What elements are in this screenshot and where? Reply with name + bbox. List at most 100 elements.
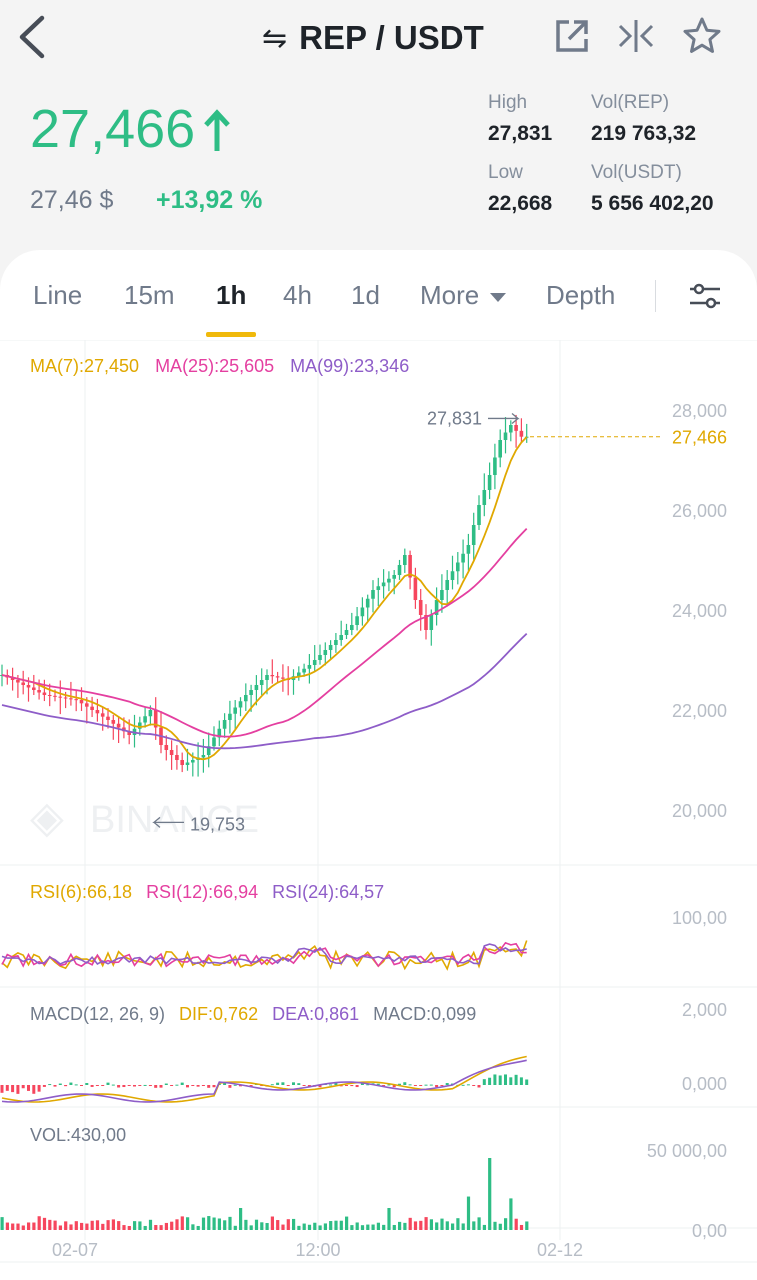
x-tick-label: 02-07 xyxy=(52,1240,98,1260)
candle-body xyxy=(519,430,524,437)
volume-bar xyxy=(525,1221,529,1230)
binance-logo-icon: ◈ xyxy=(30,793,64,842)
volume-bar xyxy=(270,1216,274,1230)
volume-bar xyxy=(376,1222,380,1230)
volume-bar xyxy=(164,1222,168,1230)
macd-bar xyxy=(477,1085,481,1088)
tab-1d[interactable]: 1d xyxy=(351,280,380,310)
macd-line-0 xyxy=(1,1055,527,1103)
vol-quote-label: Vol(USDT) xyxy=(591,162,682,183)
macd-legend-1: DIF:0,762 xyxy=(179,1004,258,1024)
pair-selector[interactable]: ⇋ REP / USDT xyxy=(262,16,484,60)
macd-bar xyxy=(292,1082,295,1085)
macd-bar xyxy=(504,1074,507,1085)
candle-body xyxy=(100,713,105,717)
volume-bar xyxy=(95,1220,100,1230)
candle-body xyxy=(413,577,418,600)
tab-4h[interactable]: 4h xyxy=(283,280,312,310)
top-bar: ⇋ REP / USDT xyxy=(0,0,757,78)
candle-body xyxy=(180,760,184,765)
candle-body xyxy=(74,699,78,701)
tab-1h[interactable]: 1h xyxy=(216,280,247,310)
star-icon[interactable] xyxy=(682,16,722,56)
volume-bar xyxy=(504,1218,508,1230)
macd-legend-3: MACD:0,099 xyxy=(373,1004,476,1024)
tab-more-label: More xyxy=(420,280,480,310)
vol-quote-value: 5 656 402,20 xyxy=(591,192,714,215)
macd-bar xyxy=(345,1085,348,1086)
volume-bar xyxy=(292,1218,296,1230)
share-icon[interactable] xyxy=(552,16,592,56)
macd-bar xyxy=(281,1082,285,1085)
volume-bar xyxy=(313,1222,317,1230)
macd-bar xyxy=(80,1085,83,1086)
settings-sliders-icon[interactable] xyxy=(688,282,722,310)
interval-tabs: Line 15m 1h 4h 1d More Depth xyxy=(0,250,757,340)
candle-body xyxy=(259,680,264,685)
macd-bar xyxy=(519,1077,523,1085)
x-tick-label: 02-12 xyxy=(537,1240,583,1260)
volume-bar xyxy=(154,1225,158,1230)
vol-legend: VOL:430,00 xyxy=(30,1125,126,1145)
vol-tick-zero: 0,00 xyxy=(692,1221,727,1241)
macd-bar xyxy=(440,1085,444,1086)
macd-bar xyxy=(482,1079,486,1085)
min-price-label: 19,753 xyxy=(190,814,245,834)
volume-bar xyxy=(122,1225,126,1230)
candle-body xyxy=(217,728,222,738)
caret-down-icon xyxy=(490,293,507,303)
macd-bar xyxy=(376,1083,380,1085)
volume-bar xyxy=(48,1219,52,1230)
candle-body xyxy=(408,555,412,578)
tab-15m[interactable]: 15m xyxy=(124,280,175,310)
rsi-line-0 xyxy=(1,940,528,971)
ma-legend-0: MA(7):27,450 xyxy=(30,356,139,376)
candle-body xyxy=(79,700,84,704)
ma-line-0 xyxy=(1,436,528,761)
macd-bar xyxy=(11,1085,15,1093)
macd-bar xyxy=(355,1085,359,1088)
volume-bar xyxy=(382,1224,386,1230)
volume-bar xyxy=(127,1225,131,1230)
kline-chart[interactable]: MA(7):27,450 MA(25):25,605 MA(99):23,346 28… xyxy=(0,340,757,1280)
macd-bar xyxy=(69,1082,73,1085)
candle-body xyxy=(185,762,190,765)
macd-bar xyxy=(74,1084,78,1086)
candle-body xyxy=(482,490,487,505)
candle-body xyxy=(418,600,423,615)
volume-bar xyxy=(302,1223,306,1230)
volume-bar xyxy=(281,1224,285,1230)
macd-bar xyxy=(249,1085,253,1087)
volume-bar xyxy=(207,1216,211,1230)
compare-icon[interactable] xyxy=(616,16,656,56)
macd-bar xyxy=(21,1085,25,1089)
macd-bar xyxy=(5,1085,9,1091)
tab-more[interactable]: More xyxy=(420,280,507,311)
candle-body xyxy=(191,760,195,763)
tab-depth[interactable]: Depth xyxy=(546,280,616,310)
volume-bar xyxy=(398,1221,402,1230)
macd-bar xyxy=(270,1084,274,1086)
candle-body xyxy=(169,750,174,755)
macd-bar xyxy=(318,1085,322,1088)
candle-body xyxy=(164,745,169,750)
back-arrow-icon[interactable] xyxy=(14,14,54,60)
usd-price: 27,46 $ xyxy=(30,186,114,214)
candle-body xyxy=(281,677,285,679)
volume-bar xyxy=(307,1224,312,1230)
candle-body xyxy=(297,672,301,677)
macd-bar xyxy=(180,1082,184,1085)
tab-line[interactable]: Line xyxy=(33,280,83,310)
volume-bar xyxy=(329,1221,333,1230)
volume-bar xyxy=(371,1224,375,1230)
volume-bar xyxy=(191,1224,195,1230)
candle-body xyxy=(493,457,497,475)
macd-bar xyxy=(223,1082,227,1085)
ma-legend-1: MA(25):25,605 xyxy=(155,356,274,376)
volume-bar xyxy=(451,1223,455,1230)
macd-bar xyxy=(435,1085,439,1088)
candle-body xyxy=(514,425,518,431)
macd-bar xyxy=(429,1084,433,1086)
volume-bar xyxy=(482,1224,486,1230)
candle-body xyxy=(509,425,513,433)
